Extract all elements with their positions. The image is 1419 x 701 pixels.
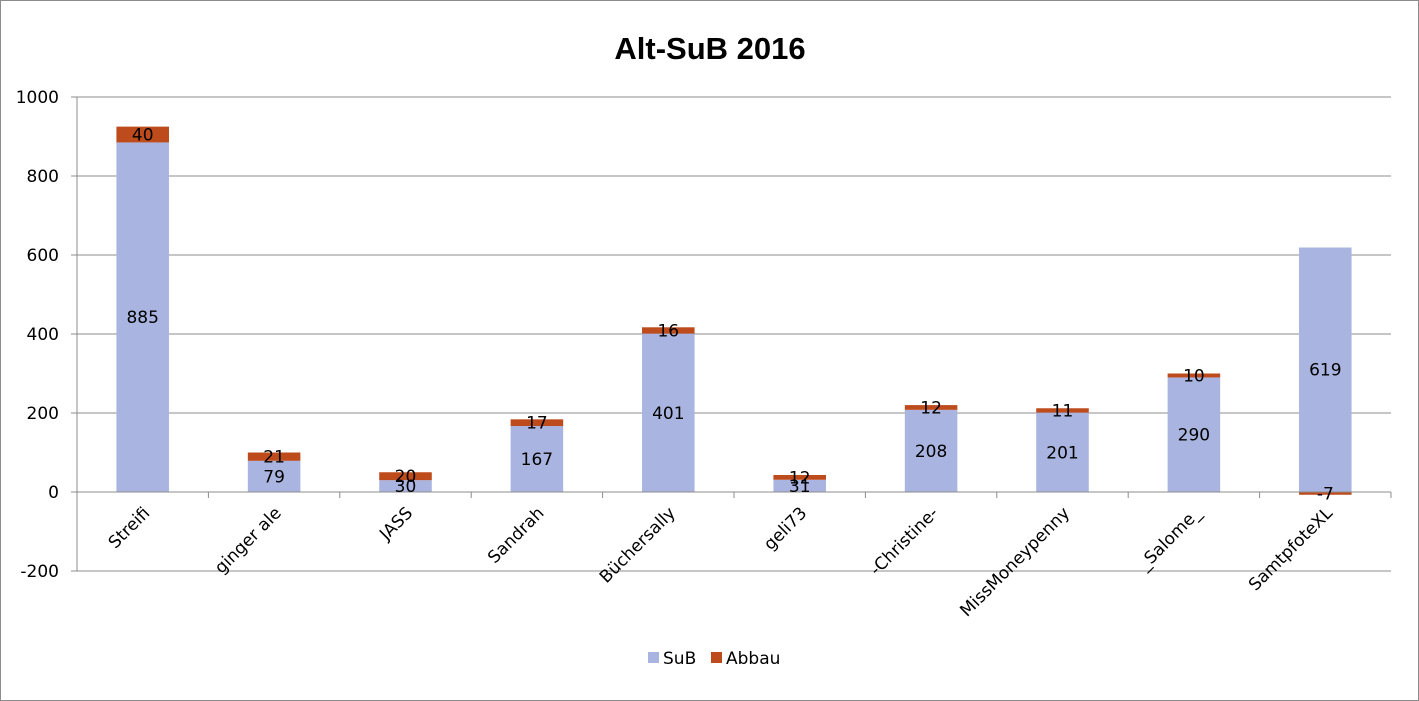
bar-sub: [1036, 412, 1089, 492]
x-tick-label: -Christine-: [866, 503, 942, 579]
data-label-abbau: 11: [1052, 401, 1074, 421]
data-label-abbau: 16: [657, 321, 679, 341]
legend-label: Abbau: [726, 649, 780, 669]
x-tick-label: Sandrah: [484, 503, 548, 567]
bar-sub: [904, 409, 958, 492]
bar-abbau: [1167, 373, 1221, 378]
legend-label: SuB: [663, 649, 696, 669]
bar-abbau: [642, 327, 695, 334]
data-label-sub: 30: [395, 477, 417, 497]
bar-abbau: [510, 419, 564, 427]
bar-sub: [247, 460, 301, 492]
bar-sub: [510, 426, 564, 492]
x-tick-label: JASS: [375, 503, 417, 545]
x-tick-label: Streifi: [105, 503, 154, 552]
bar-abbau: [773, 475, 826, 480]
y-tick-label: 1000: [16, 88, 59, 108]
x-tick-label: ginger ale: [211, 503, 286, 578]
data-label-sub: 79: [263, 467, 285, 487]
data-label-sub: 167: [521, 450, 553, 470]
y-tick-label: 200: [27, 404, 59, 424]
data-label-sub: 619: [1309, 361, 1341, 381]
bar-sub: [642, 333, 695, 492]
data-label-sub: 201: [1046, 443, 1078, 463]
data-label-abbau: 17: [526, 414, 548, 434]
bar-sub: [1167, 377, 1221, 492]
x-tick-label: SamtpfoteXL: [1245, 503, 1337, 595]
bar-abbau: [379, 472, 432, 481]
bar-abbau: [247, 452, 301, 461]
legend: SuB Abbau: [648, 649, 780, 669]
x-tick-label: _Salome_: [1134, 503, 1206, 575]
data-label-sub: 401: [652, 404, 684, 424]
data-label-abbau: 12: [789, 468, 811, 488]
bar-abbau: [1299, 492, 1352, 495]
bar-sub: [116, 142, 169, 493]
data-label-sub: 208: [915, 442, 947, 462]
y-axis-ticks: 1000 800 600 400 200 0 -200: [16, 88, 59, 582]
data-label-sub: 885: [126, 308, 158, 328]
bar-abbau: [1036, 408, 1089, 413]
y-tick-label: -200: [20, 562, 59, 582]
axes: [76, 97, 1392, 571]
y-tick-label: 800: [27, 167, 59, 187]
bar-abbau: [904, 405, 958, 410]
x-axis-labels: Streifi ginger ale JASS Sandrah Büchersally g…: [105, 503, 1337, 621]
y-tick-label: 600: [27, 246, 59, 266]
data-label-abbau: 12: [920, 398, 942, 418]
legend-swatch: [648, 652, 659, 663]
data-label-abbau: 21: [263, 448, 285, 468]
data-label-abbau: 20: [395, 467, 417, 487]
chart-title: Alt-SuB 2016: [614, 31, 805, 66]
data-label-abbau: -7: [1317, 484, 1334, 504]
x-tick-label: MissMoneypenny: [956, 503, 1074, 621]
bars: [116, 126, 1352, 495]
y-tick-label: 0: [48, 483, 59, 503]
data-label-sub: 290: [1178, 426, 1210, 446]
y-tick-label: 400: [27, 325, 59, 345]
legend-swatch: [711, 652, 722, 663]
bar-sub: [379, 480, 432, 492]
bar-sub: [1299, 247, 1352, 492]
data-label-sub: 31: [789, 477, 811, 497]
gridlines: [71, 96, 1391, 572]
x-tick-label: geli73: [760, 503, 811, 554]
bar-abbau: [116, 126, 169, 143]
data-label-abbau: 40: [132, 126, 154, 146]
x-tick-label: Büchersally: [596, 503, 680, 587]
data-label-abbau: 10: [1183, 366, 1205, 386]
bar-sub: [773, 479, 826, 492]
